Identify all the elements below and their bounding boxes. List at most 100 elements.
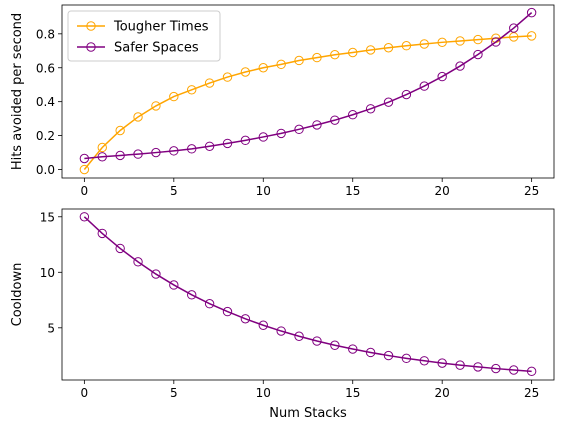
data-point bbox=[258, 320, 268, 330]
data-point bbox=[222, 72, 233, 82]
data-point bbox=[419, 39, 429, 49]
data-point bbox=[455, 360, 465, 370]
data-point bbox=[401, 89, 412, 100]
data-point bbox=[312, 120, 322, 130]
data-point bbox=[419, 356, 429, 366]
data-point bbox=[473, 34, 483, 45]
data-point bbox=[169, 91, 179, 102]
data-point bbox=[169, 280, 179, 290]
data-point bbox=[294, 55, 304, 66]
data-point bbox=[312, 336, 322, 346]
data-point bbox=[97, 142, 107, 153]
data-point bbox=[240, 67, 251, 77]
y-tick-label: 10 bbox=[40, 266, 55, 280]
series-line-2-1 bbox=[83, 216, 532, 373]
data-point bbox=[330, 49, 340, 60]
data-point bbox=[187, 290, 197, 300]
legend-label: Safer Spaces bbox=[114, 41, 199, 56]
data-point bbox=[526, 366, 537, 377]
data-point bbox=[79, 164, 90, 175]
data-point bbox=[473, 362, 483, 372]
x-tick-label: 5 bbox=[170, 386, 178, 400]
data-point bbox=[509, 365, 519, 375]
y-tick-label: 15 bbox=[40, 210, 55, 224]
data-point bbox=[365, 347, 376, 358]
data-point bbox=[473, 49, 483, 60]
data-point bbox=[419, 81, 429, 91]
x-tick-label: 5 bbox=[170, 184, 178, 198]
y-tick-label: 0.2 bbox=[36, 129, 55, 143]
data-point bbox=[437, 71, 447, 82]
data-point bbox=[204, 78, 215, 88]
data-point bbox=[526, 7, 537, 18]
data-point bbox=[133, 257, 143, 267]
data-point bbox=[294, 331, 304, 341]
data-point bbox=[133, 112, 143, 122]
data-point bbox=[276, 59, 286, 70]
data-point bbox=[222, 138, 233, 149]
data-point bbox=[294, 124, 304, 135]
data-point bbox=[133, 149, 143, 159]
data-point bbox=[115, 125, 125, 136]
series-line-1-1 bbox=[83, 35, 532, 170]
x-tick-label: 10 bbox=[256, 386, 271, 400]
legend-label: Tougher Times bbox=[113, 20, 209, 35]
data-point bbox=[79, 153, 90, 164]
x-tick-label: 0 bbox=[81, 386, 89, 400]
data-point bbox=[437, 358, 447, 368]
data-point bbox=[348, 47, 358, 58]
data-point bbox=[401, 41, 412, 51]
series-line-1-2 bbox=[84, 12, 533, 160]
data-point bbox=[97, 228, 107, 239]
data-point bbox=[187, 144, 197, 154]
y-tick-label: 5 bbox=[47, 321, 55, 335]
x-tick-label: 15 bbox=[345, 386, 360, 400]
data-point bbox=[240, 135, 251, 146]
data-point bbox=[97, 152, 107, 162]
data-point bbox=[383, 97, 394, 107]
y-tick-label: 0.0 bbox=[36, 163, 55, 177]
data-point bbox=[204, 299, 215, 309]
x-tick-label: 20 bbox=[435, 386, 450, 400]
y-tick-label: 0.8 bbox=[36, 27, 55, 41]
data-point bbox=[79, 212, 90, 222]
x-tick-label: 25 bbox=[524, 184, 539, 198]
x-axis-label: Num Stacks bbox=[269, 406, 347, 421]
data-point bbox=[276, 128, 286, 139]
data-point bbox=[151, 101, 161, 111]
data-point bbox=[383, 350, 394, 361]
legend-marker bbox=[86, 21, 96, 31]
data-point bbox=[437, 37, 447, 48]
data-point bbox=[455, 36, 465, 46]
x-tick-label: 20 bbox=[435, 184, 450, 198]
data-point bbox=[455, 61, 465, 71]
legend-box bbox=[67, 10, 221, 62]
data-point bbox=[151, 147, 161, 158]
data-point bbox=[491, 37, 501, 47]
axes-frame-2 bbox=[61, 208, 555, 381]
data-point bbox=[258, 63, 268, 73]
data-point bbox=[491, 363, 501, 374]
data-point bbox=[115, 150, 125, 161]
chart-panel-2: 0 5 10 15 20 25 5 10 15 Cooldown Num Stacks bbox=[10, 208, 555, 421]
data-point bbox=[258, 132, 268, 142]
data-point bbox=[383, 43, 394, 53]
data-point bbox=[169, 146, 179, 156]
y-tick-label: 0.6 bbox=[36, 61, 55, 75]
y-axis-label: Cooldown bbox=[10, 263, 25, 327]
data-point bbox=[365, 104, 376, 114]
chart-panel-1: 0 5 10 15 20 25 0.0 0.2 0.4 0.6 0.8 Hits avoided pe… bbox=[10, 4, 555, 198]
y-axis-label: Hits avoided per second bbox=[10, 13, 25, 170]
y-tick-label: 0.4 bbox=[36, 95, 55, 109]
data-point bbox=[115, 243, 125, 254]
data-point bbox=[222, 306, 233, 317]
data-point bbox=[276, 326, 286, 336]
x-tick-label: 15 bbox=[345, 184, 360, 198]
data-point bbox=[365, 45, 376, 55]
data-point bbox=[348, 344, 358, 354]
data-point bbox=[330, 115, 340, 125]
data-point bbox=[330, 340, 340, 350]
data-point bbox=[509, 23, 519, 33]
x-tick-label: 0 bbox=[81, 184, 89, 198]
